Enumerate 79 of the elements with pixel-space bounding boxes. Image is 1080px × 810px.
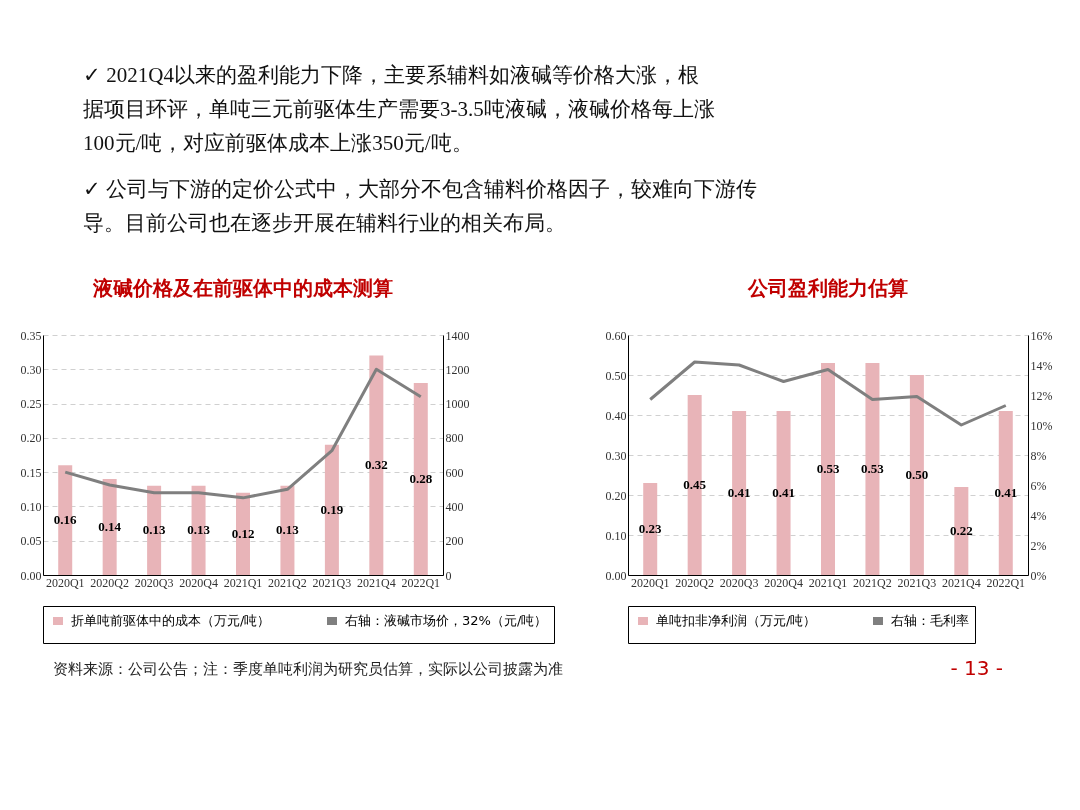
line-series [648, 360, 1008, 427]
y2-tick-label: 10% [1030, 418, 1053, 433]
legend-label: 右轴：毛利率 [891, 613, 969, 628]
y2-tick-label: 1400 [445, 328, 470, 343]
y-tick-label: 0.10 [20, 499, 42, 514]
y-tick-label: 0.60 [605, 328, 627, 343]
y-tick-label: 0.00 [605, 568, 627, 583]
data-label: 0.13 [142, 522, 166, 538]
text: ✓ 公司与下游的定价公式中，大部分不包含辅料价格因子，较难向下游传导。目前公司也在逐步开展在辅料行业的相关布局。 [83, 177, 758, 235]
y-tick-label: 0.20 [605, 488, 627, 503]
data-label: 0.12 [231, 525, 255, 541]
x-tick-label: 2022Q1 [986, 575, 1026, 590]
y-tick-label: 0.15 [20, 465, 42, 480]
data-label: 0.14 [98, 519, 122, 534]
x-tick-label: 2020Q1 [630, 575, 670, 590]
data-label: 0.53 [861, 461, 885, 476]
x-tick-label: 2021Q2 [853, 575, 892, 590]
x-tick-label: 2022Q1 [401, 575, 441, 590]
data-label: 0.19 [320, 501, 344, 517]
x-tick-label: 2020Q3 [719, 575, 759, 590]
data-label: 0.16 [53, 512, 78, 528]
x-tick-label: 2020Q3 [134, 575, 174, 590]
y-tick-label: 0.35 [20, 328, 42, 343]
y2-tick-label: 12% [1030, 388, 1053, 403]
y-tick-label: 0.20 [20, 431, 42, 446]
y2-tick-label: 200 [445, 534, 464, 549]
y2-tick-label: 0 [445, 568, 452, 583]
text: - 13 - [950, 656, 1003, 680]
y-tick-label: 0.50 [605, 368, 627, 383]
y2-tick-label: 8% [1030, 448, 1047, 463]
legend-label: 单吨扣非净利润（万元/吨） [656, 613, 817, 628]
x-tick-label: 2020Q4 [764, 575, 803, 590]
y2-tick-label: 16% [1030, 328, 1053, 343]
y2-tick-label: 1000 [445, 397, 470, 412]
data-label: 0.13 [187, 522, 211, 538]
text: 资料来源：公司公告；注：季度单吨利润为研究员估算，实际以公司披露为准 [53, 660, 563, 678]
y2-tick-label: 2% [1030, 538, 1047, 553]
x-tick-label: 2021Q4 [942, 575, 981, 590]
data-label: 0.53 [816, 461, 840, 476]
y2-tick-label: 4% [1030, 508, 1047, 523]
x-tick-label: 2021Q4 [357, 575, 396, 590]
chart-title: 液碱价格及在前驱体中的成本测算 [92, 276, 393, 300]
y-tick-label: 0.10 [605, 528, 627, 543]
x-tick-label: 2021Q1 [223, 575, 263, 590]
data-label: 0.50 [905, 467, 929, 482]
y-tick-label: 0.30 [605, 448, 627, 463]
y2-tick-label: 6% [1030, 478, 1047, 493]
y2-tick-label: 600 [445, 465, 464, 480]
y2-tick-label: 0% [1030, 568, 1047, 583]
data-label: 0.45 [683, 477, 707, 492]
data-label: 0.32 [364, 457, 388, 473]
legend-label: 右轴：液碱市场价，32%（元/吨） [345, 613, 548, 628]
y2-tick-label: 1200 [445, 362, 470, 377]
x-tick-label: 2020Q1 [45, 575, 85, 590]
x-tick-label: 2021Q3 [897, 575, 937, 590]
legend-label: 折单吨前驱体中的成本（万元/吨） [71, 613, 271, 628]
y2-tick-label: 14% [1030, 358, 1053, 373]
x-tick-label: 2021Q1 [808, 575, 848, 590]
y2-tick-label: 400 [445, 499, 464, 514]
data-label: 0.23 [638, 521, 663, 536]
data-label: 0.41 [727, 485, 751, 500]
x-tick-label: 2020Q2 [675, 575, 714, 590]
chart-title: 公司盈利能力估算 [747, 276, 908, 300]
y-tick-label: 0.05 [20, 534, 42, 549]
data-label: 0.41 [994, 485, 1018, 500]
y-tick-label: 0.40 [605, 408, 627, 423]
text: ✓ 2021Q4以来的盈利能力下降，主要系辅料如液碱等价格大涨，根据项目环评，单吨三元前驱体生产需要3-3.5吨液碱，液碱价格每上涨100元/吨，对应前驱体成本上涨350元/吨。 [83, 63, 715, 155]
x-tick-label: 2021Q3 [312, 575, 352, 590]
data-label: 0.41 [772, 485, 795, 500]
y2-tick-label: 800 [445, 431, 464, 446]
x-tick-label: 2021Q2 [268, 575, 307, 590]
y-tick-label: 0.30 [20, 362, 42, 377]
y-tick-label: 0.00 [20, 568, 42, 583]
data-label: 0.22 [949, 523, 973, 538]
x-tick-label: 2020Q2 [90, 575, 129, 590]
data-label: 0.28 [409, 471, 433, 486]
data-label: 0.13 [276, 522, 300, 538]
x-tick-label: 2020Q4 [179, 575, 218, 590]
y-tick-label: 0.25 [20, 397, 42, 412]
